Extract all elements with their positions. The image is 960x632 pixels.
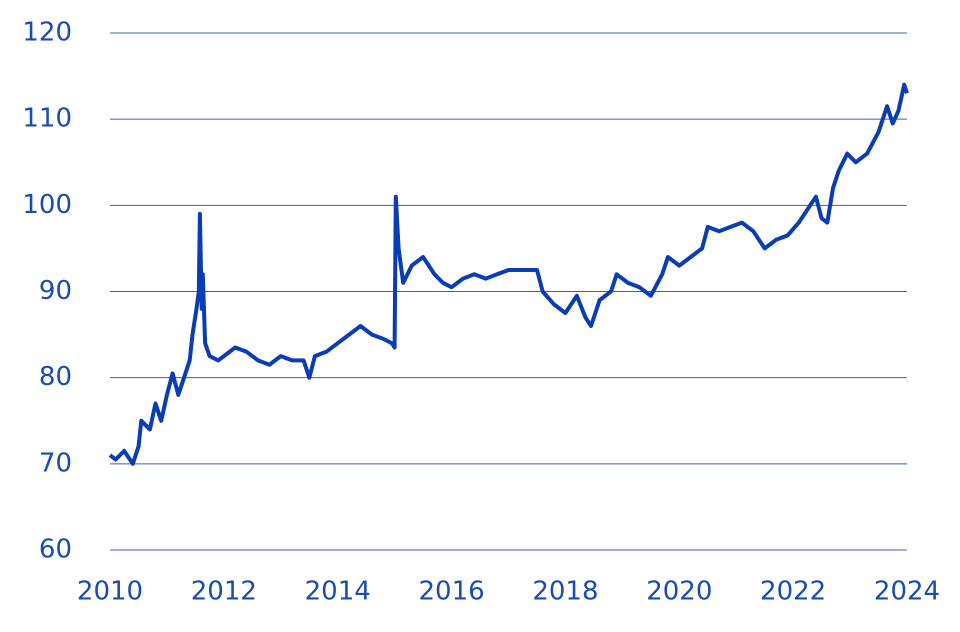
- x-tick-label: 2012: [191, 577, 257, 607]
- x-tick-label: 2024: [874, 577, 940, 607]
- y-tick-label: 100: [22, 190, 72, 220]
- data-line: [108, 82, 909, 466]
- x-tick-label: 2018: [532, 577, 598, 607]
- y-tick-label: 120: [22, 18, 72, 48]
- y-tick-label: 110: [22, 104, 72, 134]
- y-tick-label: 80: [39, 362, 72, 392]
- x-tick-label: 2014: [305, 577, 371, 607]
- y-tick-label: 90: [39, 276, 72, 306]
- x-tick-label: 2016: [418, 577, 484, 607]
- y-tick-label: 70: [39, 448, 72, 478]
- y-tick-label: 60: [39, 535, 72, 565]
- x-tick-label: 2010: [77, 577, 143, 607]
- x-tick-label: 2022: [760, 577, 826, 607]
- x-tick-label: 2020: [646, 577, 712, 607]
